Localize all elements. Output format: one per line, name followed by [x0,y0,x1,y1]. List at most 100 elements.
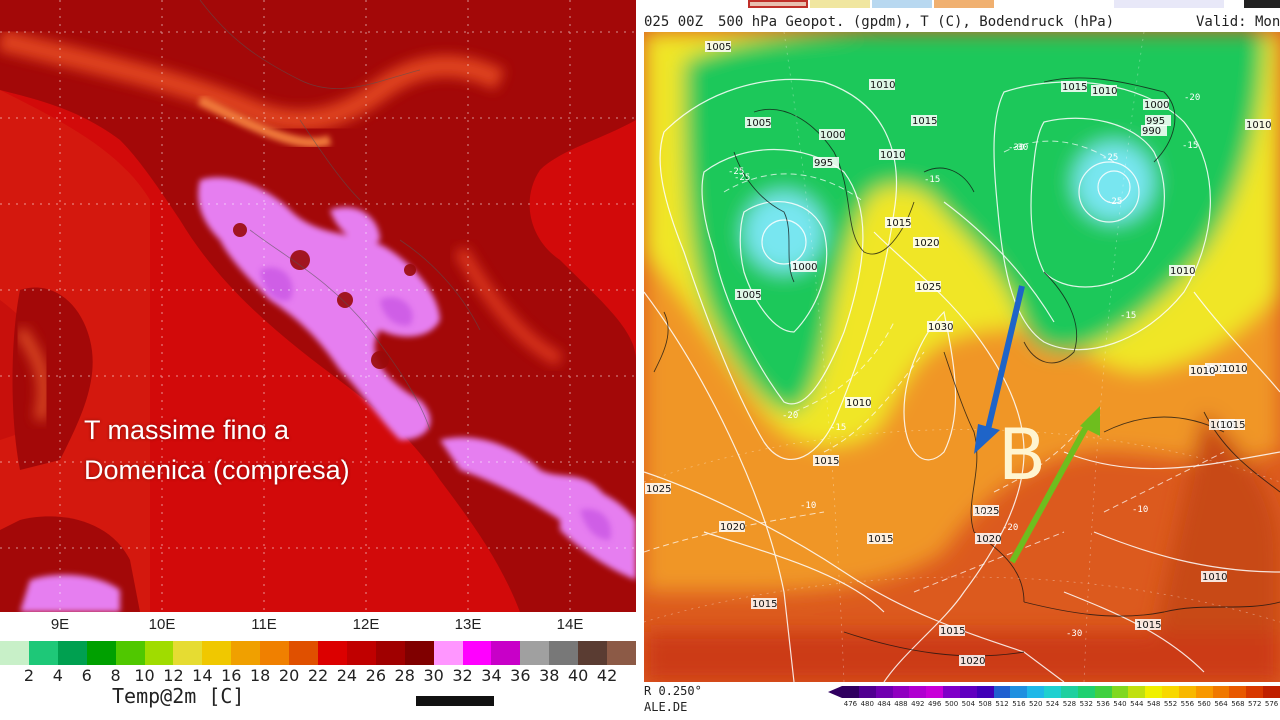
colorbar-swatch [433,641,463,665]
pressure-label: 1000 [1144,100,1169,111]
colorbar-swatch [926,686,944,698]
pressure-label-bg [845,397,871,408]
pressure-label-bg [939,625,965,636]
colorbar-tick-label: 18 [249,666,271,685]
colorbar-tick-label: 24 [336,666,358,685]
geopotential-colorbar [842,686,1280,698]
colorbar-tick-label: 492 [911,700,925,708]
pressure-label-bg [645,483,671,494]
pressure-label-bg [745,117,771,128]
temperature-label: -15 [974,509,990,519]
colorbar-tick-label: 16 [221,666,242,685]
pressure-label-bg [913,237,939,248]
colorbar-swatch [607,641,636,665]
colorbar-swatch [976,686,994,698]
colorbar-tick-label: 572 [1248,700,1262,708]
pressure-label: 1010 [1170,266,1195,277]
top-tab-strip [644,0,1280,8]
colorbar-swatch [462,641,492,665]
colorbar-tick-label: 484 [877,700,891,708]
colorbar-swatch [875,686,893,698]
geopotential-map-panel: 025 00Z 500 hPa Geopot. (gpdm), T (C), B… [644,0,1280,720]
colorbar-tick-label: 12 [163,666,184,685]
colorbar-tick-label: 528 [1062,700,1077,708]
colorbar-swatch [1246,686,1264,698]
pressure-label-bg [705,41,731,52]
colorbar-tick-label: 568 [1231,700,1245,708]
colorbar-swatch [909,686,927,698]
temperature-label: -30 [1066,629,1082,639]
colorbar-swatch [28,641,58,665]
colorbar-swatch [1094,686,1112,698]
pressure-label-bg [1145,115,1171,126]
panel-divider [636,0,644,720]
colorbar-tick-label: 480 [860,700,874,708]
colorbar-tick-label: 42 [596,666,618,685]
colorbar-swatch [144,641,174,665]
colorbar-swatch [959,686,977,698]
colorbar-ticks: 2 4 6 8 10 12 14 16 18 20 22 24 26 28 30 32 34 36 38 40 42 [0,666,636,686]
pressure-label: 995 [814,158,833,169]
temperature-label: -15 [924,175,940,185]
temperature-label: -15 [1182,141,1198,151]
pressure-label-bg [791,261,817,272]
colorbar-swatch [1229,686,1247,698]
colorbar-tick-label: 28 [394,666,415,685]
colorbar-swatch [173,641,203,665]
colorbar-swatch [346,641,376,665]
pressure-label-bg [1245,119,1271,130]
longitude-label: 12E [352,616,380,633]
colorbar-tick-label: 476 [843,700,858,708]
colorbar-swatch [375,641,405,665]
pressure-label-bg [973,505,999,516]
colorbar-swatch [202,641,232,665]
colorbar-tick-label: 36 [510,666,531,685]
run-time: 025 00Z [644,14,704,30]
temperature-label: -25 [1106,197,1122,207]
colorbar-tick-label: 520 [1029,700,1043,708]
colorbar-swatch [0,641,29,665]
pressure-label-bg [879,149,905,160]
pressure-label: 1020 [720,522,745,533]
pressure-label: 1005 [746,118,771,129]
pressure-label: 1015 [752,599,777,610]
scale-bar [416,696,494,706]
pressure-label-bg [819,129,845,140]
pressure-label-bg [1061,81,1087,92]
colorbar-swatch [1044,686,1061,698]
pressure-label: 1020 [914,238,939,249]
colorbar-tick-label: 4 [52,666,63,685]
colorbar-tick-label: 22 [307,666,329,685]
temperature-label: -15 [1120,311,1136,321]
colorbar-tick-label: 576 [1264,700,1279,708]
colorbar-tick-label: 524 [1045,700,1060,708]
colorbar-swatch [260,641,290,665]
temperature-label: -15 [830,423,846,433]
source-text: ALE.DE [644,700,688,714]
low-pressure-label: B [998,414,1047,496]
pressure-label: 1015 [1062,82,1087,93]
longitude-label: 13E [454,616,482,633]
colorbar-tick-label: 516 [1012,700,1026,708]
colorbar-tick-label: 2 [23,666,34,685]
colorbar-tick-label: 38 [539,666,560,685]
colorbar-tick-label: 552 [1163,700,1178,708]
pressure-label: 1025 [974,506,999,517]
colorbar-swatch [1162,686,1179,698]
pressure-label: 1010 [846,398,871,409]
pressure-label: 1005 [736,290,761,301]
colorbar-tick-label: 560 [1197,700,1211,708]
pressure-label-bg [1169,265,1195,276]
colorbar-swatch [1128,686,1146,698]
pressure-label-bg [1135,619,1161,630]
colorbar-tick-label: 30 [423,666,444,685]
pressure-label-bg [1091,85,1117,96]
pressure-label-bg [735,289,761,300]
pressure-label-bg [1143,99,1169,110]
colorbar-swatch [115,641,145,665]
pressure-label-bg [751,598,777,609]
pressure-label-bg [813,157,839,168]
colorbar-swatch [1027,686,1045,698]
pressure-label: 1010 [880,150,905,161]
pressure-label: 1030 [928,322,953,333]
